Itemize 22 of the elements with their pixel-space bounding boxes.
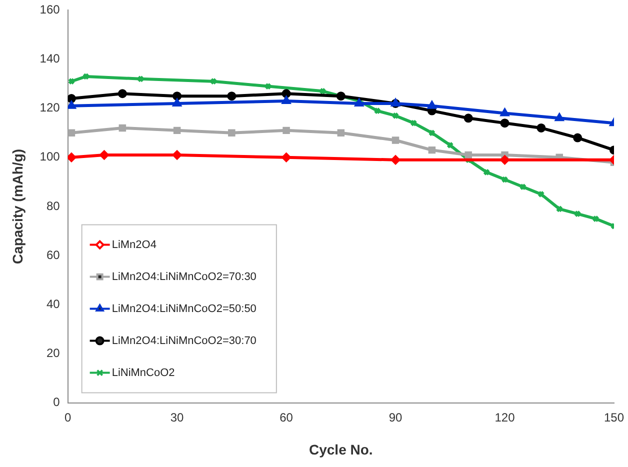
- legend-label: LiMn2O4: [112, 238, 156, 251]
- legend-label: LiMn2O4:LiNiMnCoO2=70:30: [112, 270, 256, 283]
- y-tick-label: 140: [40, 52, 60, 66]
- legend-label: LiMn2O4:LiNiMnCoO2=30:70: [112, 334, 256, 347]
- x-tick-label: 150: [604, 410, 624, 424]
- y-tick-label: 100: [40, 150, 60, 164]
- y-tick-label: 80: [46, 198, 60, 213]
- x-tick-label: 30: [170, 410, 184, 424]
- y-axis-title: Capacity (mAh/g): [9, 148, 26, 264]
- y-tick-label: 60: [46, 248, 60, 262]
- y-tick-label: 160: [40, 2, 60, 17]
- x-tick-label: 0: [64, 410, 72, 424]
- y-tick-label: 0: [53, 395, 60, 410]
- x-tick-label: 60: [280, 410, 294, 424]
- legend-label: LiMn2O4:LiNiMnCoO2=50:50: [112, 302, 256, 315]
- x-tick-label: 90: [388, 410, 403, 424]
- x-axis-title: Cycle No.: [309, 441, 373, 458]
- y-tick-label: 40: [46, 296, 60, 311]
- y-tick-label: 120: [40, 100, 60, 115]
- x-tick-label: 120: [494, 410, 516, 424]
- y-tick-label: 20: [46, 346, 60, 360]
- legend-label: LiNiMnCoO2: [112, 366, 175, 379]
